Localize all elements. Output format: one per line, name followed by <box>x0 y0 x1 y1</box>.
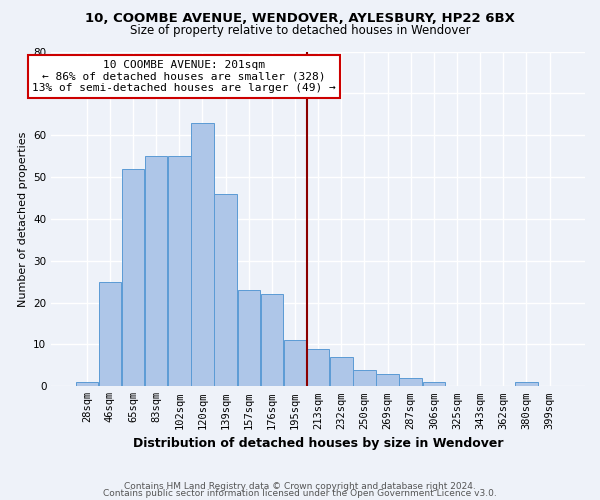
Bar <box>191 122 214 386</box>
Text: Contains public sector information licensed under the Open Government Licence v3: Contains public sector information licen… <box>103 489 497 498</box>
Bar <box>284 340 306 386</box>
Bar <box>214 194 237 386</box>
Bar <box>422 382 445 386</box>
Bar <box>98 282 121 387</box>
X-axis label: Distribution of detached houses by size in Wendover: Distribution of detached houses by size … <box>133 437 503 450</box>
Text: Contains HM Land Registry data © Crown copyright and database right 2024.: Contains HM Land Registry data © Crown c… <box>124 482 476 491</box>
Bar <box>400 378 422 386</box>
Bar <box>330 357 353 386</box>
Text: Size of property relative to detached houses in Wendover: Size of property relative to detached ho… <box>130 24 470 37</box>
Text: 10, COOMBE AVENUE, WENDOVER, AYLESBURY, HP22 6BX: 10, COOMBE AVENUE, WENDOVER, AYLESBURY, … <box>85 12 515 26</box>
Bar <box>260 294 283 386</box>
Bar <box>515 382 538 386</box>
Bar <box>122 168 144 386</box>
Bar <box>238 290 260 386</box>
Bar <box>307 348 329 387</box>
Bar <box>145 156 167 386</box>
Text: 10 COOMBE AVENUE: 201sqm
← 86% of detached houses are smaller (328)
13% of semi-: 10 COOMBE AVENUE: 201sqm ← 86% of detach… <box>32 60 336 93</box>
Bar <box>168 156 191 386</box>
Bar <box>353 370 376 386</box>
Bar <box>76 382 98 386</box>
Y-axis label: Number of detached properties: Number of detached properties <box>18 131 28 306</box>
Bar <box>376 374 399 386</box>
